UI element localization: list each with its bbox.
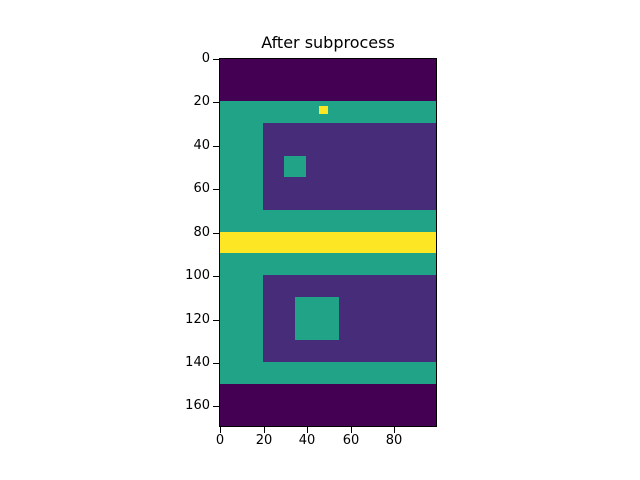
y-tick bbox=[213, 363, 219, 364]
y-tick-label: 0 bbox=[201, 51, 210, 66]
y-tick bbox=[213, 276, 219, 277]
x-tick-label: 0 bbox=[215, 433, 225, 448]
heatmap-image bbox=[219, 58, 437, 427]
upper-square bbox=[284, 155, 307, 178]
x-tick-label: 40 bbox=[298, 433, 316, 448]
lower-inner bbox=[262, 275, 437, 362]
y-tick-label: 120 bbox=[185, 312, 210, 327]
yellow-dot bbox=[319, 105, 328, 115]
y-tick-label: 140 bbox=[185, 355, 210, 370]
x-tick bbox=[351, 427, 352, 433]
y-tick bbox=[213, 102, 219, 103]
x-tick-label: 60 bbox=[342, 433, 360, 448]
y-tick-label: 100 bbox=[185, 268, 210, 283]
x-tick-label: 20 bbox=[255, 433, 273, 448]
x-tick bbox=[264, 427, 265, 433]
lower-square bbox=[295, 296, 339, 341]
y-tick-label: 40 bbox=[193, 138, 210, 153]
x-tick-label: 80 bbox=[385, 433, 403, 448]
y-tick bbox=[213, 320, 219, 321]
y-tick-label: 160 bbox=[185, 398, 210, 413]
y-tick bbox=[213, 189, 219, 190]
y-tick bbox=[213, 59, 219, 60]
y-tick bbox=[213, 146, 219, 147]
y-tick-label: 60 bbox=[193, 181, 210, 196]
x-tick bbox=[307, 427, 308, 433]
y-tick bbox=[213, 233, 219, 234]
y-tick-label: 20 bbox=[193, 94, 210, 109]
x-tick bbox=[220, 427, 221, 433]
y-tick bbox=[213, 406, 219, 407]
y-tick-label: 80 bbox=[193, 225, 210, 240]
bottom-band bbox=[219, 383, 437, 427]
top-band bbox=[219, 58, 437, 102]
chart-title: After subprocess bbox=[261, 33, 395, 52]
yellow-band bbox=[219, 231, 437, 254]
x-tick bbox=[394, 427, 395, 433]
